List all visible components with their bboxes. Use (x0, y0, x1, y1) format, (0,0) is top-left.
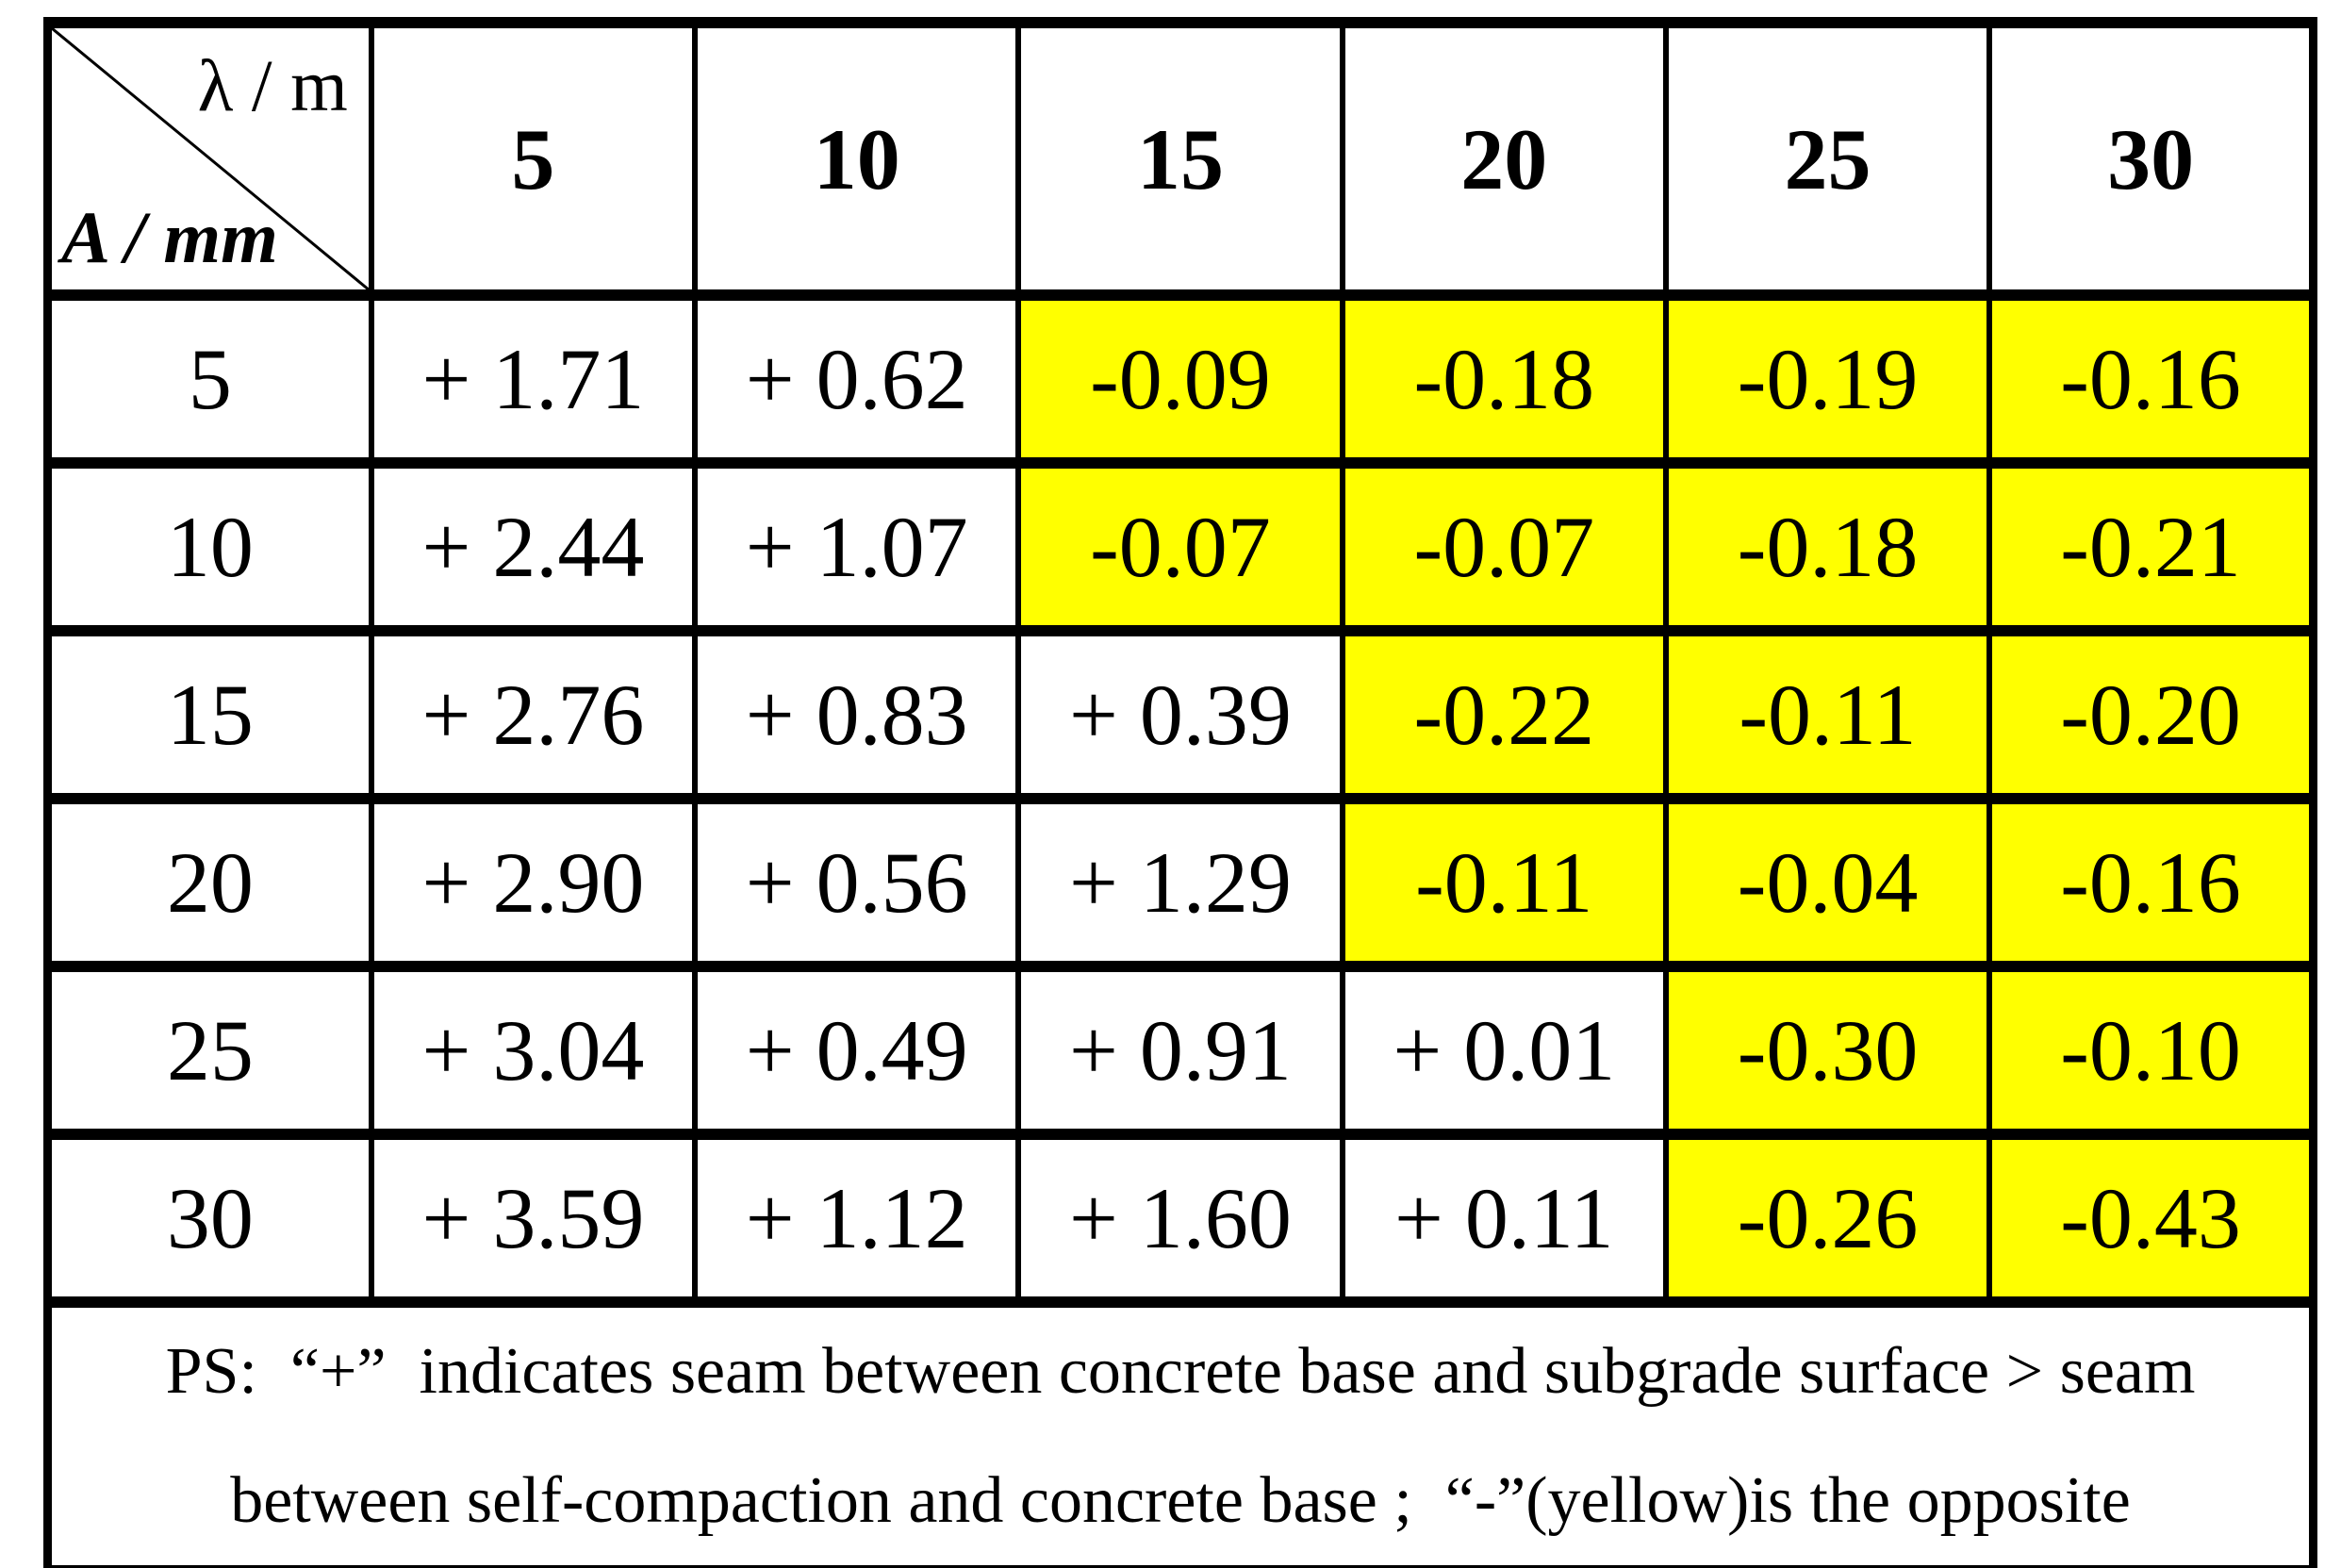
cell: + 1.71 (368, 289, 699, 469)
cell-highlighted: -0.19 (1662, 289, 1993, 469)
corner-row-variable: A / mm (61, 196, 278, 278)
row-header: 25 (44, 961, 374, 1140)
results-table: λ / m A / mm 5 10 15 20 25 30 5 + 1.71 +… (43, 17, 2317, 1568)
cell: + 0.62 (692, 289, 1022, 469)
table-row: 5 + 1.71 + 0.62 -0.09 -0.18 -0.19 -0.16 (44, 289, 2316, 469)
table-row: 15 + 2.76 + 0.83 + 0.39 -0.22 -0.11 -0.2… (44, 625, 2316, 804)
cell: + 1.60 (1015, 1129, 1345, 1308)
cell: + 0.91 (1015, 961, 1345, 1140)
header-row: λ / m A / mm 5 10 15 20 25 30 (44, 17, 2316, 301)
cell-highlighted: -0.04 (1662, 793, 1993, 972)
cell-highlighted: -0.11 (1662, 625, 1993, 804)
cell-highlighted: -0.07 (1015, 457, 1345, 636)
cell-highlighted: -0.09 (1015, 289, 1345, 469)
diagonal-corner-wrap: λ / m A / mm (52, 28, 369, 289)
ps-note-line1: PS: “+” indicates seam between concrete … (165, 1335, 2196, 1408)
cell-highlighted: -0.16 (1987, 793, 2316, 972)
cell: + 0.56 (692, 793, 1022, 972)
cell-highlighted: -0.26 (1662, 1129, 1993, 1308)
cell: + 2.44 (368, 457, 699, 636)
row-header: 30 (44, 1129, 374, 1308)
table-row: 10 + 2.44 + 1.07 -0.07 -0.07 -0.18 -0.21 (44, 457, 2316, 636)
cell-highlighted: -0.10 (1987, 961, 2316, 1140)
cell: + 1.07 (692, 457, 1022, 636)
cell-highlighted: -0.21 (1987, 457, 2316, 636)
col-header-25: 25 (1662, 17, 1993, 301)
table-row: 30 + 3.59 + 1.12 + 1.60 + 0.11 -0.26 -0.… (44, 1129, 2316, 1308)
cell-highlighted: -0.18 (1662, 457, 1993, 636)
col-header-5: 5 (368, 17, 699, 301)
table-row: 25 + 3.04 + 0.49 + 0.91 + 0.01 -0.30 -0.… (44, 961, 2316, 1140)
ps-note-line2: between self-compaction and concrete bas… (230, 1463, 2131, 1537)
cell-highlighted: -0.22 (1339, 625, 1669, 804)
col-header-15: 15 (1015, 17, 1345, 301)
cell: + 2.76 (368, 625, 699, 804)
cell: + 2.90 (368, 793, 699, 972)
diagonal-corner-cell: λ / m A / mm (44, 17, 374, 301)
diagonal-line (52, 28, 369, 289)
table-row: 20 + 2.90 + 0.56 + 1.29 -0.11 -0.04 -0.1… (44, 793, 2316, 972)
cell: + 0.49 (692, 961, 1022, 1140)
cell: + 0.83 (692, 625, 1022, 804)
note-row: PS: “+” indicates seam between concrete … (44, 1296, 2316, 1568)
cell-highlighted: -0.20 (1987, 625, 2316, 804)
cell: + 0.39 (1015, 625, 1345, 804)
col-header-20: 20 (1339, 17, 1669, 301)
row-header: 10 (44, 457, 374, 636)
row-header: 20 (44, 793, 374, 972)
cell-highlighted: -0.16 (1987, 289, 2316, 469)
cell: + 1.29 (1015, 793, 1345, 972)
col-header-30: 30 (1987, 17, 2316, 301)
cell: + 3.59 (368, 1129, 699, 1308)
corner-col-variable: λ / m (197, 44, 348, 126)
cell: + 0.01 (1339, 961, 1669, 1140)
cell-highlighted: -0.11 (1339, 793, 1669, 972)
cell-highlighted: -0.43 (1987, 1129, 2316, 1308)
cell-highlighted: -0.30 (1662, 961, 1993, 1140)
row-header: 15 (44, 625, 374, 804)
cell-highlighted: -0.18 (1339, 289, 1669, 469)
row-header: 5 (44, 289, 374, 469)
cell: + 3.04 (368, 961, 699, 1140)
cell: + 1.12 (692, 1129, 1022, 1308)
cell: + 0.11 (1339, 1129, 1669, 1308)
cell-highlighted: -0.07 (1339, 457, 1669, 636)
col-header-10: 10 (692, 17, 1022, 301)
ps-note-cell: PS: “+” indicates seam between concrete … (44, 1296, 2316, 1568)
